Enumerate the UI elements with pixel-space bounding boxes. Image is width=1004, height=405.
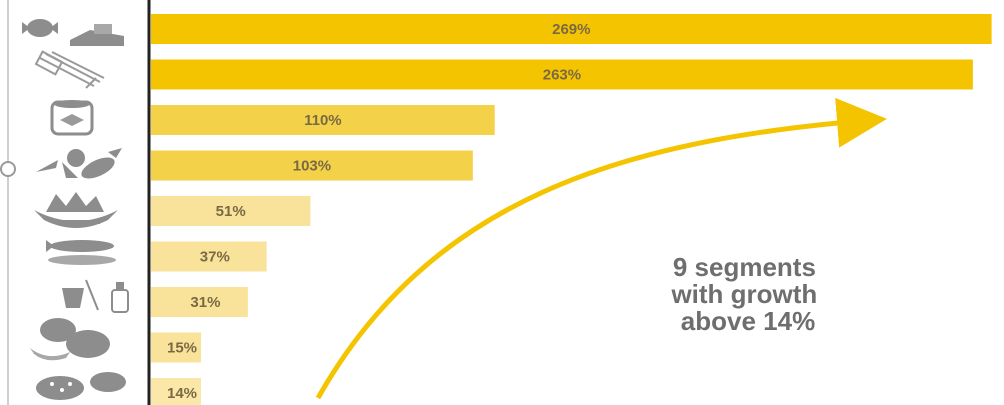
bar-fish	[151, 241, 267, 272]
salad-icon	[34, 192, 118, 228]
bar-value-label: 14%	[167, 385, 197, 402]
fish-icon	[46, 240, 116, 265]
canned-goods-icon	[50, 100, 94, 136]
bar-beverages	[151, 287, 248, 317]
growth-arrow	[315, 97, 887, 400]
bar-salad	[151, 196, 311, 226]
annotation-line-1: 9 segments	[673, 252, 816, 282]
bar-value-label: 110%	[304, 112, 342, 129]
bread-icon	[30, 318, 110, 361]
bar-sweets	[151, 14, 992, 44]
bar-value-label: 37%	[200, 249, 230, 266]
beverages-icon	[62, 279, 129, 313]
pasta-icon	[34, 50, 105, 89]
bar-pastries	[151, 378, 201, 405]
annotation-text: 9 segments with growth above 14%	[670, 252, 824, 336]
bar-value-label: 15%	[167, 340, 197, 357]
bar-canned-goods	[151, 105, 495, 135]
bar-value-label: 263%	[543, 67, 581, 84]
annotation-line-2: with growth	[670, 279, 817, 309]
left-rail-handle[interactable]	[0, 161, 16, 177]
bar-vegetables	[151, 150, 473, 181]
vegetables-icon	[36, 148, 122, 179]
bar-value-label: 31%	[190, 294, 220, 311]
annotation-line-3: above 14%	[681, 306, 815, 336]
bar-bread	[151, 332, 201, 363]
sweets-icon	[22, 19, 124, 46]
bar-value-label: 103%	[293, 158, 331, 175]
bar-value-label: 51%	[216, 203, 246, 220]
bar-value-label: 269%	[552, 21, 590, 38]
bar-pasta	[151, 59, 973, 90]
pastries-icon	[36, 372, 126, 400]
